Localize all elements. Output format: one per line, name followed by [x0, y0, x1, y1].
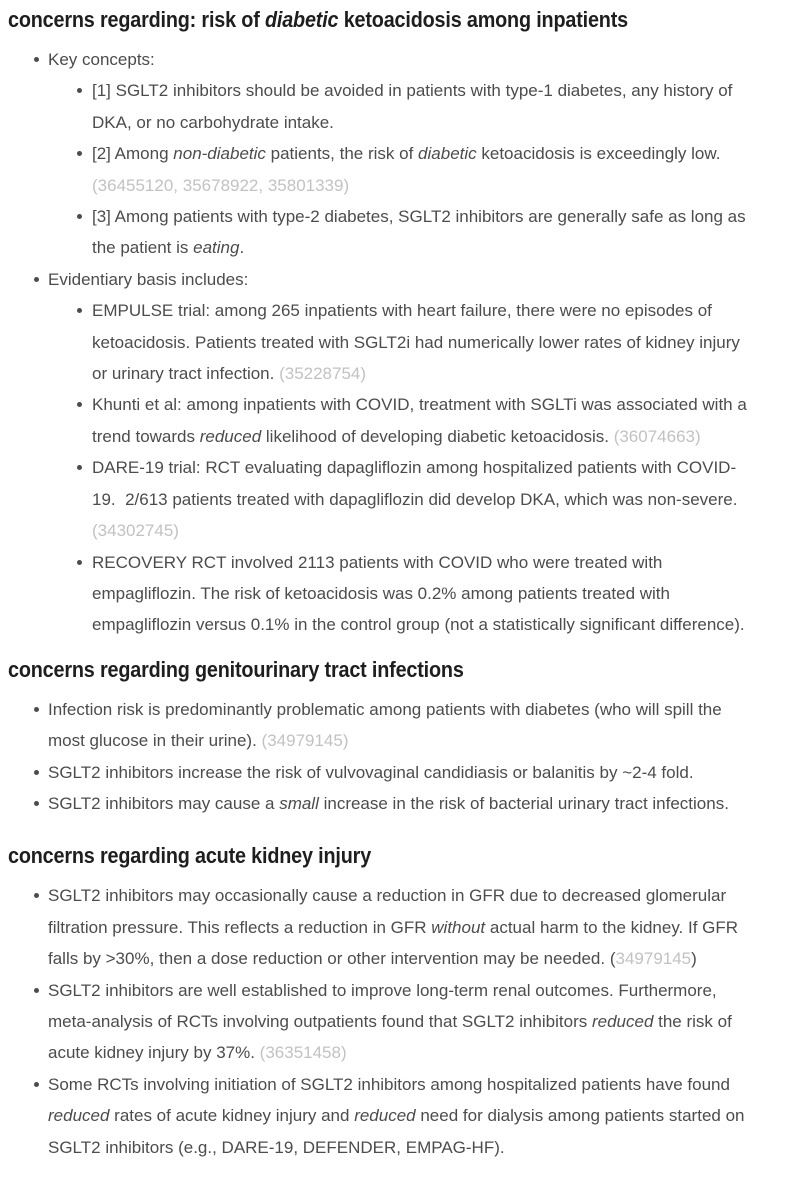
bullet-icon	[34, 769, 39, 775]
list-item: EMPULSE trial: among 265 inpatients with…	[8, 295, 759, 389]
heading-text-run: concerns regarding: risk of	[8, 7, 265, 32]
section-heading-text: concerns regarding genitourinary tract i…	[8, 655, 464, 685]
pubmed-citation-link[interactable]: (35228754)	[279, 364, 367, 384]
section-heading-text: concerns regarding: risk of diabetic ket…	[8, 5, 628, 35]
body-text-run: )	[691, 949, 697, 969]
body-text-run: SGLT2 inhibitors may occasionally cause …	[48, 886, 731, 937]
body-text-run: Infection risk is predominantly problema…	[48, 699, 727, 751]
body-text-run: [1] SGLT2 inhibitors should be avoided i…	[92, 81, 738, 132]
pubmed-citation-link[interactable]: (34979145)	[261, 731, 349, 751]
body-text-run: reduced	[48, 1106, 110, 1126]
body-text-run: Some RCTs involving initiation of SGLT2 …	[48, 1074, 735, 1094]
bullet-icon	[34, 893, 39, 899]
body-text-run: Khunti et al: among inpatients with COVI…	[92, 395, 752, 446]
body-text-run: ketoacidosis is exceedingly low.	[476, 144, 726, 164]
heading-text-run: ketoacidosis among inpatients	[338, 7, 628, 32]
body-text-run: Evidentiary basis includes:	[48, 269, 249, 289]
body-text-run: eating	[193, 238, 240, 258]
list-item: RECOVERY RCT involved 2113 patients with…	[8, 547, 759, 641]
body-text-run: Key concepts:	[48, 50, 155, 69]
section-heading-text: concerns regarding acute kidney injury	[8, 841, 371, 871]
heading-text-run: diabetic	[264, 7, 339, 32]
list-item: Some RCTs involving initiation of SGLT2 …	[8, 1069, 759, 1163]
bullet-icon	[34, 1081, 39, 1087]
body-text-run: SGLT2 inhibitors may cause a	[48, 793, 280, 813]
list-item: DARE-19 trial: RCT evaluating dapagliflo…	[8, 452, 759, 546]
list-item: Infection risk is predominantly problema…	[8, 694, 759, 757]
body-text-run: SGLT2 inhibitors are well established to…	[48, 980, 722, 1031]
list-item: SGLT2 inhibitors are well established to…	[8, 975, 759, 1069]
bullet-icon	[77, 88, 82, 94]
list-item: SGLT2 inhibitors increase the risk of vu…	[8, 757, 759, 788]
body-text-run: reduced	[354, 1106, 416, 1126]
bullet-icon	[34, 276, 39, 282]
pubmed-citation-link[interactable]: (34302745)	[92, 521, 179, 541]
bullet-icon	[77, 308, 82, 314]
bullet-icon	[77, 214, 82, 220]
body-text-run: [2] Among	[92, 144, 174, 164]
body-text-run: likelihood of developing diabetic ketoac…	[261, 426, 614, 446]
heading-text-run: concerns regarding acute kidney injury	[8, 843, 372, 869]
section-aki: concerns regarding acute kidney injury SG…	[8, 841, 759, 1163]
bullet-icon	[34, 57, 39, 62]
bullet-icon	[77, 402, 82, 408]
bullet-icon	[34, 706, 39, 712]
body-text-run: [3] Among patients with type-2 diabetes,…	[92, 207, 751, 258]
list-item: [3] Among patients with type-2 diabetes,…	[8, 201, 759, 264]
section-heading-aki: concerns regarding acute kidney injury	[8, 841, 759, 871]
body-text-run: increase in the risk of bacterial urinar…	[318, 793, 729, 813]
pubmed-citation-link[interactable]: (36455120, 35678922, 35801339)	[92, 175, 350, 195]
body-text-run: .	[239, 238, 245, 258]
bullet-list: Infection risk is predominantly problema…	[8, 694, 759, 820]
heading-text-run: concerns regarding genitourinary tract i…	[8, 656, 464, 682]
section-dka: concerns regarding: risk of diabetic ket…	[8, 5, 759, 641]
article-content: concerns regarding: risk of diabetic ket…	[8, 5, 759, 1163]
body-text-run: DARE-19 trial: RCT evaluating dapagliflo…	[92, 458, 743, 509]
list-item: Evidentiary basis includes:	[8, 264, 759, 295]
section-heading-gu: concerns regarding genitourinary tract i…	[8, 655, 759, 685]
bullet-icon	[34, 800, 39, 806]
section-heading-dka: concerns regarding: risk of diabetic ket…	[8, 5, 759, 35]
body-text-run: patients, the risk of	[265, 144, 419, 164]
bullet-icon	[77, 465, 82, 471]
section-gu: concerns regarding genitourinary tract i…	[8, 655, 759, 820]
body-text-run: rates of acute kidney injury and	[109, 1106, 355, 1126]
list-item: SGLT2 inhibitors may cause a small incre…	[8, 788, 759, 819]
list-item: Khunti et al: among inpatients with COVI…	[8, 389, 759, 452]
body-text-run: reduced	[199, 426, 262, 446]
bullet-icon	[77, 559, 82, 565]
body-text-run: RECOVERY RCT involved 2113 patients with…	[92, 552, 745, 635]
bullet-icon	[77, 151, 82, 157]
body-text-run: EMPULSE trial: among 265 inpatients with…	[92, 301, 745, 384]
body-text-run: diabetic	[418, 144, 477, 164]
list-item: [2] Among non-diabetic patients, the ris…	[8, 138, 759, 201]
pubmed-citation-link[interactable]: (36351458)	[259, 1043, 347, 1063]
body-text-run: small	[279, 793, 319, 813]
body-text-run: non-diabetic	[173, 144, 266, 164]
body-text-run: without	[431, 917, 486, 937]
bullet-list: Key concepts: [1] SGLT2 inhibitors should…	[8, 44, 759, 641]
body-text-run: actual harm to the kidney. If GFR falls …	[48, 917, 743, 969]
list-item: [1] SGLT2 inhibitors should be avoided i…	[8, 75, 759, 138]
body-text-run: SGLT2 inhibitors increase the risk of vu…	[48, 762, 694, 782]
body-text-run: the risk of acute kidney injury by 37%.	[48, 1011, 737, 1063]
body-text-run: need for dialysis among patients started…	[48, 1106, 750, 1157]
bullet-list: SGLT2 inhibitors may occasionally cause …	[8, 880, 759, 1163]
body-text-run: reduced	[591, 1011, 654, 1031]
bullet-icon	[34, 987, 39, 993]
pubmed-citation-link[interactable]: 34979145	[615, 949, 692, 969]
list-item: SGLT2 inhibitors may occasionally cause …	[8, 880, 759, 974]
pubmed-citation-link[interactable]: (36074663)	[613, 426, 701, 446]
list-item: Key concepts:	[8, 44, 759, 75]
